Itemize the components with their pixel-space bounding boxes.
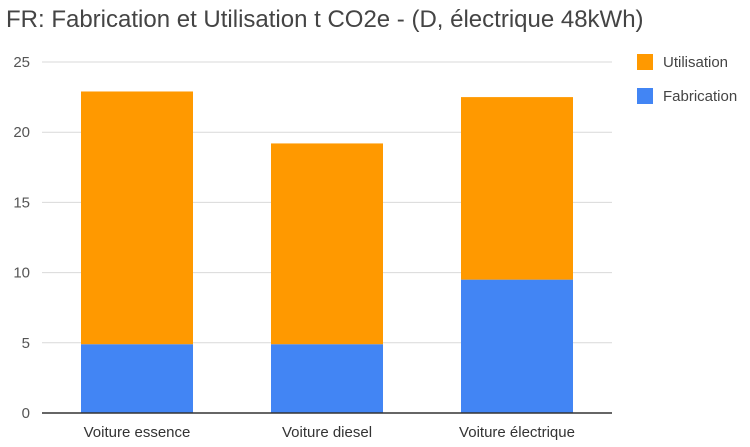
x-axis-labels: Voiture essence Voiture diesel Voiture éle…	[84, 424, 575, 441]
bar-fabrication-2	[461, 279, 573, 413]
x-category-label: Voiture diesel	[282, 424, 372, 441]
y-tick-label: 20	[13, 124, 30, 141]
bars	[81, 91, 573, 413]
bar-fabrication-0	[81, 344, 193, 413]
bar-utilisation-1	[271, 143, 383, 345]
x-category-label: Voiture essence	[84, 424, 191, 441]
legend-swatch-utilisation	[637, 54, 653, 70]
y-tick-label: 15	[13, 194, 30, 211]
bar-fabrication-1	[271, 344, 383, 413]
bar-utilisation-0	[81, 91, 193, 345]
x-category-label: Voiture électrique	[459, 424, 575, 441]
chart-title: FR: Fabrication et Utilisation t CO2e - …	[6, 6, 644, 33]
y-tick-label: 10	[13, 265, 30, 282]
legend-label-fabrication: Fabrication	[663, 88, 737, 105]
y-tick-label: 0	[22, 405, 30, 422]
legend-label-utilisation: Utilisation	[663, 54, 728, 71]
legend: Utilisation Fabrication	[637, 54, 737, 105]
y-tick-label: 25	[13, 54, 30, 71]
y-axis-ticks: 0 5 10 15 20 25	[13, 54, 30, 422]
y-tick-label: 5	[22, 335, 30, 352]
legend-swatch-fabrication	[637, 88, 653, 104]
bar-utilisation-2	[461, 97, 573, 280]
